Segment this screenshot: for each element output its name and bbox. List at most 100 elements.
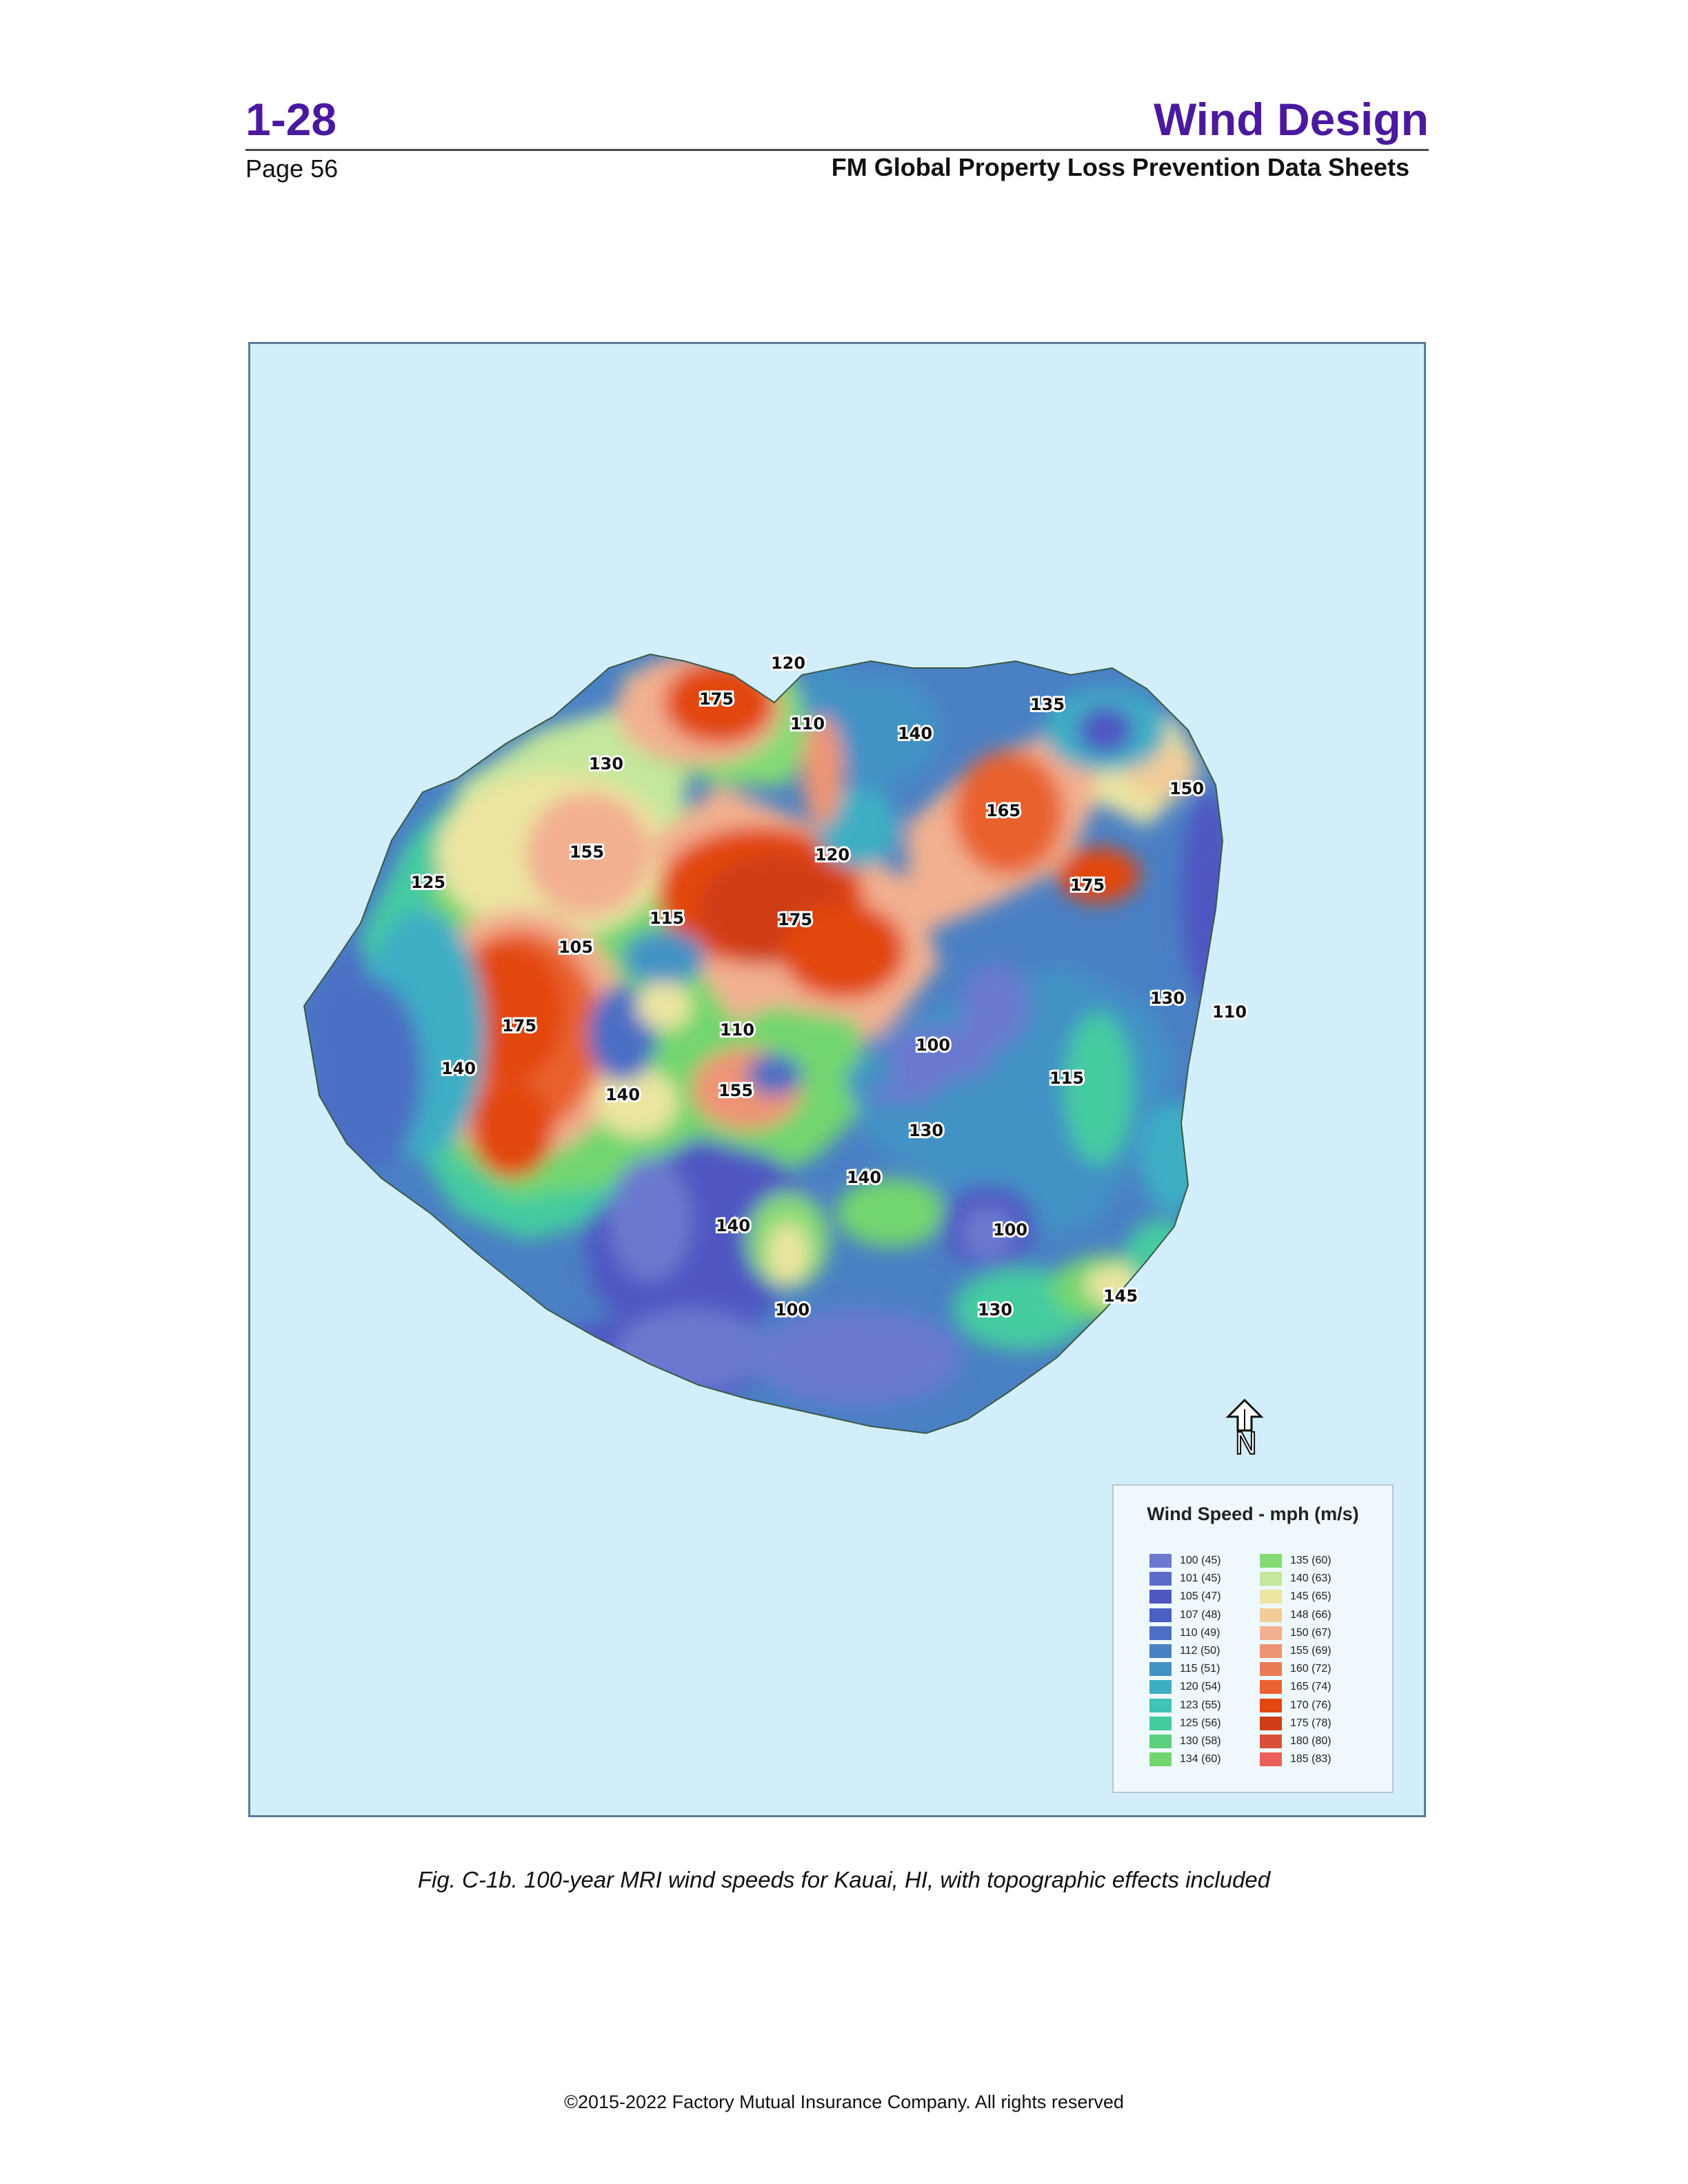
- contour-label: 140: [898, 724, 932, 743]
- legend-swatch: [1260, 1734, 1282, 1748]
- legend-item: 100 (45): [1149, 1552, 1267, 1570]
- legend-swatch: [1260, 1752, 1282, 1767]
- contour-label: 105: [559, 938, 593, 957]
- legend-swatch: [1149, 1608, 1172, 1622]
- contour-label: 135: [1030, 695, 1065, 714]
- legend-label: 115 (51): [1180, 1663, 1220, 1675]
- north-label: N: [1235, 1426, 1258, 1462]
- legend-title: Wind Speed - mph (m/s): [1147, 1504, 1359, 1524]
- wind-speed-map: 120 175 110 140 135 130 150 165 155 120 …: [248, 342, 1426, 1817]
- contour-label: 140: [716, 1216, 750, 1235]
- legend-item: 170 (76): [1260, 1697, 1377, 1715]
- contour-label: 125: [411, 873, 445, 892]
- contour-label: 130: [1150, 989, 1185, 1008]
- contour-label: 175: [778, 910, 812, 929]
- legend-item: 145 (65): [1260, 1588, 1377, 1606]
- legend-item: 101 (45): [1149, 1570, 1267, 1588]
- legend-label: 180 (80): [1290, 1735, 1332, 1747]
- page-number: Page 56: [245, 154, 339, 183]
- legend-swatch: [1149, 1590, 1172, 1604]
- contour-label: 115: [650, 909, 684, 928]
- legend-swatch: [1260, 1644, 1282, 1659]
- legend-label: 135 (60): [1290, 1555, 1332, 1567]
- legend-item: 185 (83): [1260, 1750, 1377, 1768]
- contour-label: 130: [978, 1300, 1012, 1320]
- legend-item: 175 (78): [1260, 1715, 1377, 1732]
- legend-swatch: [1149, 1644, 1172, 1659]
- contour-label: 130: [909, 1121, 943, 1140]
- contour-label: 165: [986, 801, 1021, 820]
- contour-label: 100: [993, 1220, 1027, 1240]
- legend-column-right: 135 (60) 140 (63) 145 (65) 148 (66) 150 (67)…: [1260, 1552, 1377, 1768]
- legend-item: 130 (58): [1149, 1732, 1267, 1750]
- island-wind-field: [304, 654, 1223, 1433]
- island-coastline: [303, 653, 1224, 1435]
- contour-label: 120: [815, 845, 850, 865]
- legend-swatch: [1260, 1716, 1282, 1730]
- legend-label: 125 (56): [1180, 1717, 1221, 1729]
- legend-item: 134 (60): [1149, 1750, 1267, 1768]
- legend-swatch: [1260, 1572, 1282, 1586]
- legend-label: 120 (54): [1180, 1681, 1221, 1693]
- legend-item: 160 (72): [1260, 1660, 1377, 1678]
- legend-swatch: [1260, 1554, 1282, 1568]
- legend-swatch: [1149, 1680, 1172, 1695]
- contour-label: 100: [916, 1035, 950, 1055]
- legend-label: 134 (60): [1180, 1753, 1221, 1766]
- legend-item: 123 (55): [1149, 1697, 1267, 1715]
- legend-item: 125 (56): [1149, 1715, 1267, 1732]
- north-arrow: N: [1225, 1398, 1264, 1462]
- copyright-footer: ©2015-2022 Factory Mutual Insurance Comp…: [564, 2092, 1124, 2112]
- legend-swatch: [1260, 1608, 1282, 1622]
- contour-label: 175: [502, 1016, 536, 1035]
- legend-label: 101 (45): [1180, 1573, 1221, 1585]
- legend-swatch: [1260, 1680, 1282, 1695]
- legend-swatch: [1149, 1716, 1172, 1730]
- legend-swatch: [1149, 1662, 1172, 1677]
- header-rule: [245, 149, 1429, 151]
- legend-swatch: [1149, 1554, 1172, 1568]
- legend-item: 155 (69): [1260, 1642, 1377, 1660]
- legend-column-left: 100 (45) 101 (45) 105 (47) 107 (48) 110 (49)…: [1149, 1552, 1267, 1768]
- contour-label: 150: [1169, 779, 1204, 798]
- legend-label: 107 (48): [1180, 1608, 1221, 1621]
- legend-label: 185 (83): [1290, 1753, 1332, 1766]
- contour-label: 155: [570, 842, 604, 862]
- legend-item: 165 (74): [1260, 1678, 1377, 1696]
- legend-swatch: [1149, 1734, 1172, 1748]
- legend-swatch: [1260, 1626, 1282, 1640]
- contour-labels: 120 175 110 140 135 130 150 165 155 120 …: [409, 651, 1249, 1322]
- legend-label: 110 (49): [1180, 1626, 1220, 1639]
- legend-swatch: [1260, 1698, 1282, 1712]
- contour-label: 120: [771, 654, 805, 673]
- contour-label: 175: [1070, 876, 1105, 895]
- legend-label: 170 (76): [1290, 1699, 1332, 1711]
- legend-item: 150 (67): [1260, 1624, 1377, 1642]
- contour-label: 110: [790, 714, 825, 734]
- legend-label: 100 (45): [1180, 1555, 1221, 1567]
- legend-item: 107 (48): [1149, 1606, 1267, 1624]
- figure-caption: Fig. C-1b. 100-year MRI wind speeds for …: [417, 1867, 1271, 1892]
- legend-label: 165 (74): [1290, 1681, 1332, 1693]
- legend-label: 145 (65): [1290, 1590, 1332, 1603]
- contour-label: 110: [720, 1020, 754, 1040]
- series-name: FM Global Property Loss Prevention Data …: [831, 153, 1409, 181]
- legend-swatch: [1260, 1662, 1282, 1677]
- legend-item: 105 (47): [1149, 1588, 1267, 1606]
- contour-label: 175: [699, 689, 734, 709]
- legend-item: 112 (50): [1149, 1642, 1267, 1660]
- legend-label: 148 (66): [1290, 1608, 1332, 1621]
- contour-label: 110: [1212, 1002, 1247, 1022]
- contour-label: 140: [847, 1168, 881, 1187]
- contour-label: 145: [1103, 1286, 1138, 1306]
- contour-label: 115: [1049, 1069, 1084, 1088]
- legend-swatch: [1149, 1572, 1172, 1586]
- document-title: Wind Design: [1153, 94, 1429, 145]
- legend-label: 105 (47): [1180, 1590, 1221, 1603]
- map-legend: Wind Speed - mph (m/s) 100 (45) 101 (45) 1…: [1112, 1484, 1394, 1793]
- legend-swatch: [1149, 1752, 1172, 1767]
- legend-item: 148 (66): [1260, 1606, 1377, 1624]
- legend-label: 123 (55): [1180, 1699, 1221, 1711]
- legend-swatch: [1149, 1626, 1172, 1640]
- legend-swatch: [1260, 1590, 1282, 1604]
